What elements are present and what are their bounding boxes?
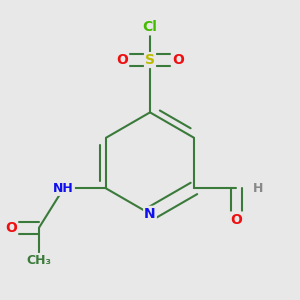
Text: NH: NH: [53, 182, 74, 195]
Text: O: O: [230, 212, 242, 226]
Text: H: H: [253, 182, 263, 195]
Text: O: O: [116, 53, 128, 67]
Text: CH₃: CH₃: [26, 254, 52, 267]
Text: Cl: Cl: [142, 20, 158, 34]
Text: S: S: [145, 53, 155, 67]
Text: N: N: [144, 207, 156, 221]
Text: O: O: [172, 53, 184, 67]
Text: O: O: [5, 221, 17, 235]
